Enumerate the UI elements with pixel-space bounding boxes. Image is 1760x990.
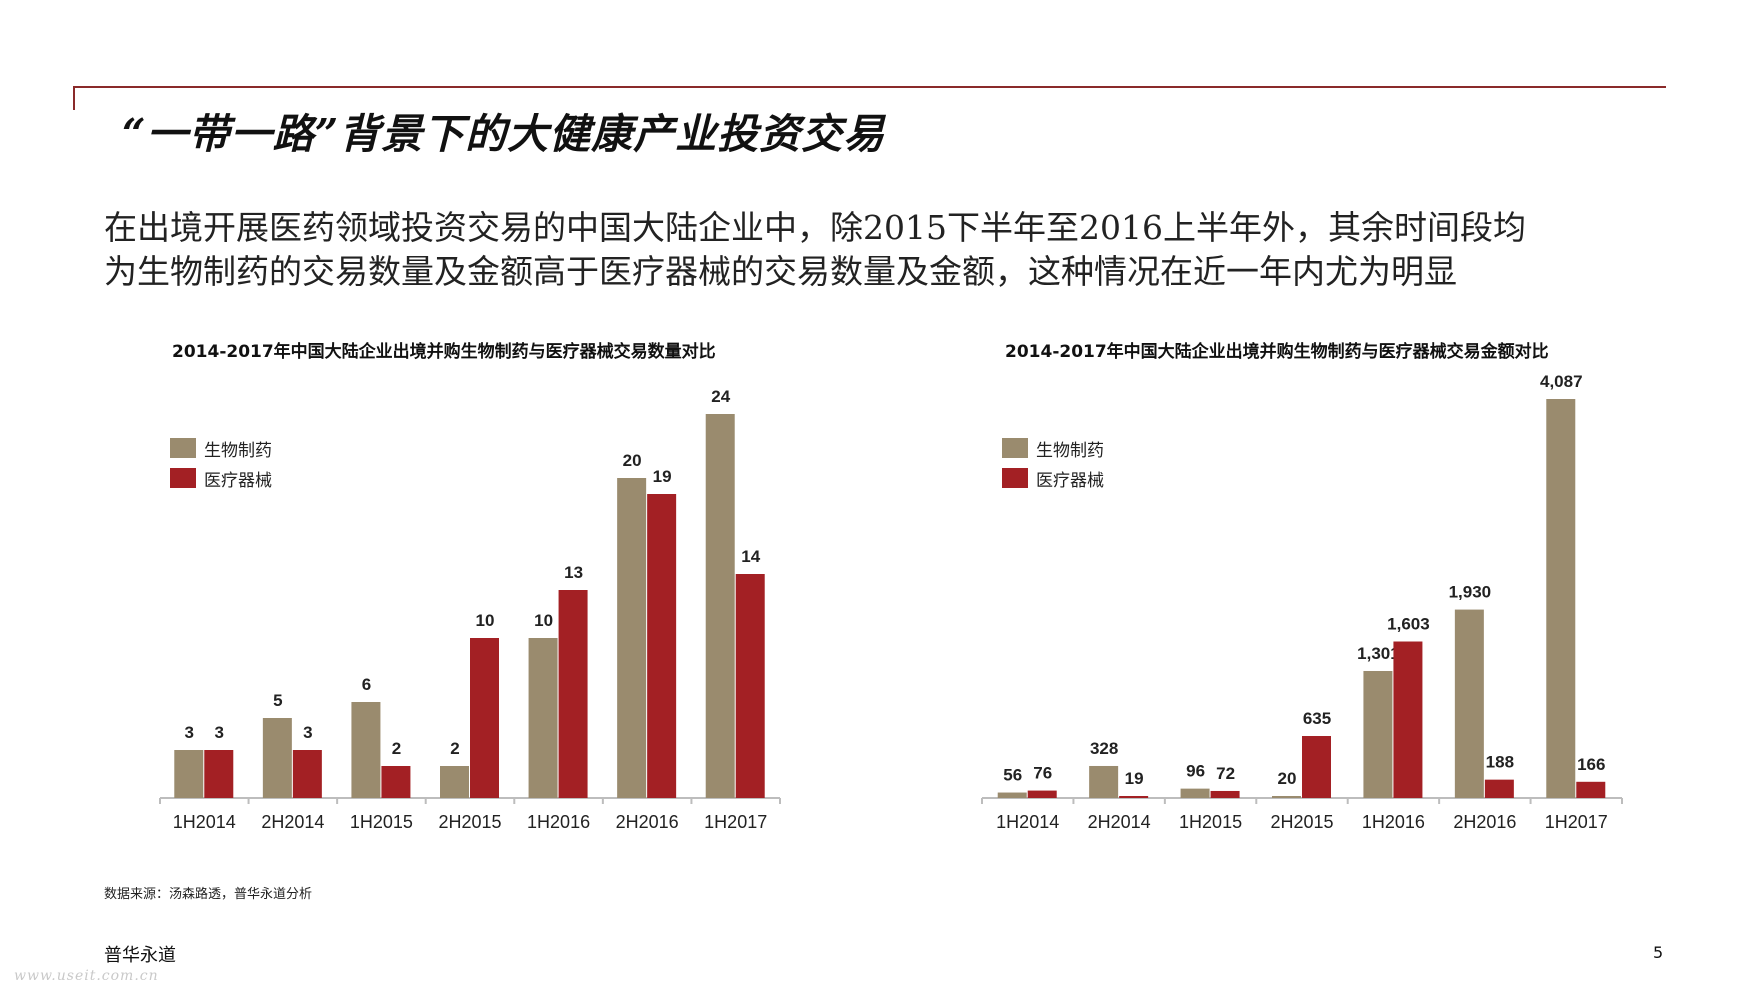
x-tick-label: 2H2014: [1088, 812, 1151, 832]
x-tick-label: 1H2014: [996, 812, 1059, 832]
legend-item-bio: 生物制药: [170, 433, 272, 463]
bar-bio: [1546, 399, 1576, 798]
brand-name: 普华永道: [104, 945, 176, 966]
bar-bio: [1454, 609, 1484, 798]
data-label: 96: [1186, 762, 1205, 781]
data-label: 13: [564, 563, 583, 582]
bar-device: [1302, 736, 1331, 798]
bar-device: [647, 494, 677, 798]
data-label: 4,087: [1540, 372, 1583, 391]
amount-chart-title: 2014-2017年中国大陆企业出境并购生物制药与医疗器械交易金额对比: [1005, 342, 1549, 362]
data-label: 328: [1090, 739, 1118, 758]
x-tick-label: 1H2017: [704, 812, 767, 832]
bar-bio: [1363, 670, 1393, 798]
x-tick-label: 1H2016: [527, 812, 590, 832]
amount-chart-legend: 生物制药 医疗器械: [1002, 433, 1104, 493]
bar-bio: [1089, 765, 1119, 798]
x-tick-label: 2H2015: [438, 812, 501, 832]
x-tick-label: 1H2015: [350, 812, 413, 832]
bar-device: [1027, 790, 1057, 798]
bar-bio: [705, 414, 735, 798]
legend-label-bio: 生物制药: [204, 440, 272, 461]
summary-text: 在出境开展医药领域投资交易的中国大陆企业中，除2015下半年至2016上半年外，…: [104, 206, 1694, 294]
legend-label-device: 医疗器械: [1036, 470, 1104, 491]
data-label: 20: [623, 451, 642, 470]
bar-bio: [174, 750, 204, 798]
bar-device: [735, 574, 765, 798]
bar-device: [1119, 796, 1149, 798]
summary-line-2: 为生物制药的交易数量及金额高于医疗器械的交易数量及金额，这种情况在近一年内尤为明…: [104, 252, 1457, 291]
data-label: 10: [476, 611, 495, 630]
data-label: 76: [1033, 764, 1052, 783]
title-rule-tick: [73, 86, 75, 110]
bar-bio: [617, 478, 647, 798]
data-label: 19: [1125, 769, 1144, 788]
watermark: www.useit.com.cn: [14, 968, 159, 984]
x-tick-label: 2H2015: [1270, 812, 1333, 832]
count-bar-chart: 1H2014 3 3 2H2014 5 3 1H2015 6 2 2H2015 2 10 1H2016 1…: [159, 387, 781, 832]
x-tick-label: 2H2014: [261, 812, 324, 832]
data-label: 166: [1577, 755, 1605, 774]
data-source-note: 数据来源：汤森路透，普华永道分析: [104, 887, 313, 902]
legend-swatch-device: [170, 468, 196, 488]
bar-bio: [1180, 788, 1210, 798]
bar-device: [1484, 779, 1514, 798]
legend-label-bio: 生物制药: [1036, 440, 1104, 461]
legend-item-device: 医疗器械: [170, 463, 272, 493]
data-label: 10: [534, 611, 553, 630]
data-label: 1,603: [1387, 615, 1430, 634]
data-label: 3: [303, 723, 312, 742]
legend-swatch-bio: [170, 438, 196, 458]
data-label: 1,301: [1357, 644, 1400, 663]
bar-bio: [1272, 796, 1301, 798]
legend-label-device: 医疗器械: [204, 470, 272, 491]
bar-bio: [351, 702, 381, 798]
bar-device: [292, 750, 322, 798]
x-tick-label: 1H2015: [1179, 812, 1242, 832]
bar-device: [204, 750, 234, 798]
data-label: 24: [711, 387, 730, 406]
data-label: 1,930: [1449, 583, 1492, 602]
title-rule: [73, 86, 1666, 88]
x-tick-label: 1H2016: [1362, 812, 1425, 832]
data-label: 3: [185, 723, 194, 742]
data-label: 56: [1003, 766, 1022, 785]
amount-bar-chart: 1H2014 56 76 2H2014 328 19 1H2015 96 72 2H2015 20 6…: [981, 372, 1623, 832]
data-label: 72: [1216, 764, 1235, 783]
data-label: 635: [1303, 709, 1331, 728]
bar-bio: [262, 718, 292, 798]
data-label: 2: [392, 739, 401, 758]
data-label: 188: [1486, 753, 1514, 772]
data-label: 19: [653, 467, 672, 486]
bar-device: [1210, 790, 1240, 798]
bar-device: [1393, 641, 1423, 798]
data-label: 5: [273, 691, 282, 710]
count-chart-legend: 生物制药 医疗器械: [170, 433, 272, 493]
data-label: 6: [362, 675, 371, 694]
x-tick-label: 1H2017: [1545, 812, 1608, 832]
legend-item-device: 医疗器械: [1002, 463, 1104, 493]
bar-device: [470, 638, 499, 798]
legend-swatch-device: [1002, 468, 1028, 488]
count-chart-title: 2014-2017年中国大陆企业出境并购生物制药与医疗器械交易数量对比: [172, 342, 716, 362]
data-label: 3: [215, 723, 224, 742]
bar-device: [1576, 781, 1606, 798]
legend-item-bio: 生物制药: [1002, 433, 1104, 463]
bar-bio: [440, 766, 469, 798]
summary-line-1: 在出境开展医药领域投资交易的中国大陆企业中，除2015下半年至2016上半年外，…: [104, 208, 1526, 247]
data-label: 2: [450, 739, 459, 758]
x-tick-label: 2H2016: [1453, 812, 1516, 832]
bar-device: [558, 590, 588, 798]
bar-bio: [528, 638, 558, 798]
x-tick-label: 2H2016: [616, 812, 679, 832]
legend-swatch-bio: [1002, 438, 1028, 458]
slide-title: “一带一路”背景下的大健康产业投资交易: [122, 110, 886, 158]
bar-bio: [997, 792, 1027, 798]
data-label: 20: [1278, 769, 1297, 788]
bar-device: [381, 766, 411, 798]
x-tick-label: 1H2014: [173, 812, 236, 832]
page-number: 5: [1653, 943, 1664, 962]
data-label: 14: [741, 547, 760, 566]
